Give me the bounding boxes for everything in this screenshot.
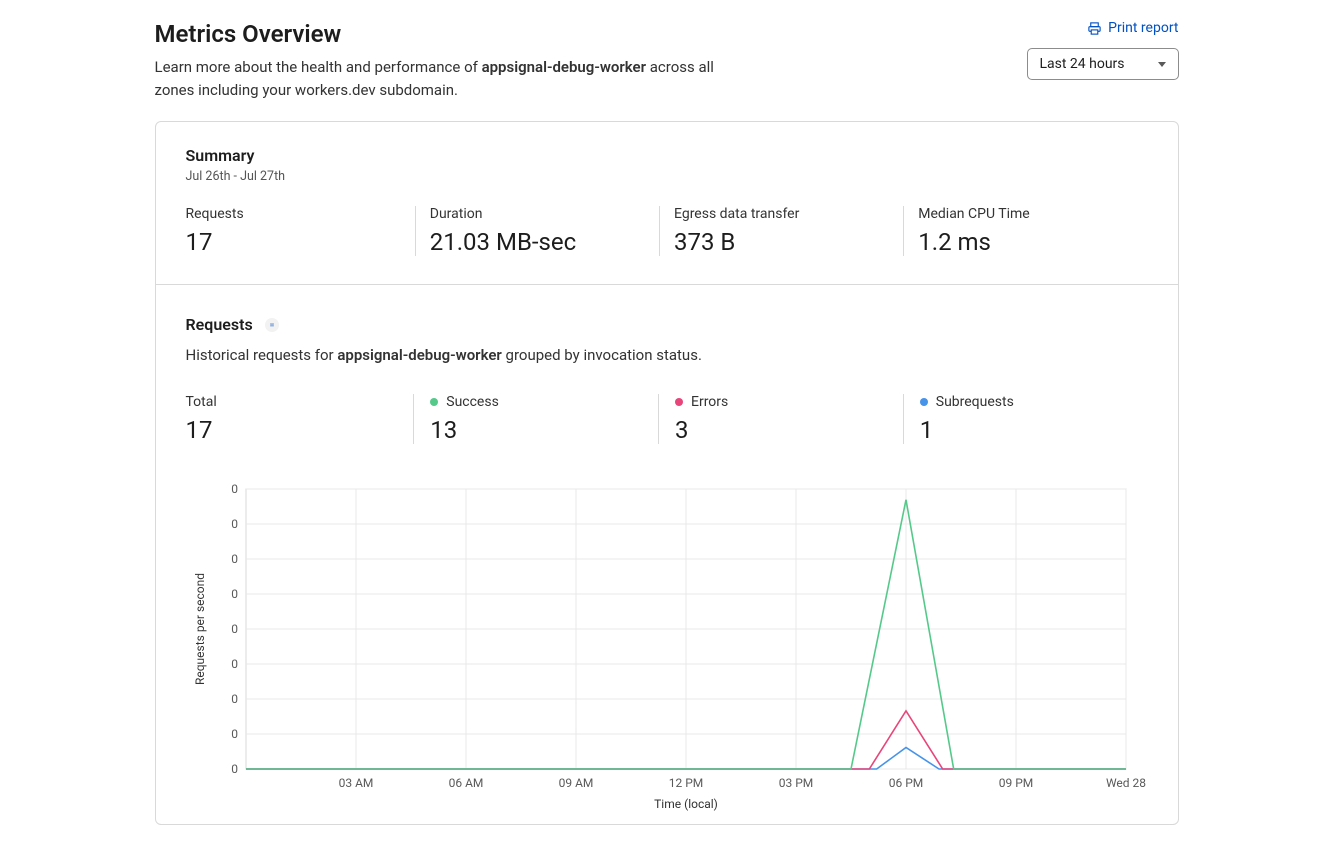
svg-text:0: 0 (231, 552, 238, 566)
svg-text:0: 0 (231, 692, 238, 706)
stat-value: 17 (186, 228, 401, 256)
stat-label: Requests (186, 206, 401, 222)
svg-text:06 AM: 06 AM (448, 776, 483, 790)
stat-value: 21.03 MB-sec (430, 228, 645, 256)
svg-text:0: 0 (231, 587, 238, 601)
requests-description: Historical requests for appsignal-debug-… (186, 346, 1148, 364)
stat-label: Total (186, 394, 217, 410)
requests-chart: 0 0 0 0 0 0 0 0 0 03 AM 06 AM 09 AM 12 PM 03 PM 06 PM 0… (186, 484, 1148, 814)
svg-text:0: 0 (231, 657, 238, 671)
print-icon (1087, 21, 1102, 36)
svg-text:0: 0 (231, 484, 238, 496)
subtitle-prefix: Learn more about the health and performa… (155, 58, 482, 76)
svg-text:12 PM: 12 PM (668, 776, 703, 790)
stat-total: Total 17 (186, 394, 415, 444)
timerange-dropdown[interactable]: Last 24 hours (1027, 48, 1179, 80)
summary-section: Summary Jul 26th - Jul 27th Requests 17 … (156, 122, 1178, 285)
stat-label: Egress data transfer (674, 206, 889, 222)
stat-success: Success 13 (414, 394, 659, 444)
svg-text:0: 0 (231, 622, 238, 636)
stat-duration: Duration 21.03 MB-sec (415, 206, 659, 256)
svg-text:0: 0 (231, 727, 238, 741)
stat-requests: Requests 17 (186, 206, 415, 256)
svg-text:03 PM: 03 PM (778, 776, 813, 790)
stat-value: 373 B (674, 228, 889, 256)
summary-title: Summary (186, 146, 1148, 165)
requests-title: Requests (186, 315, 253, 334)
svg-text:09 AM: 09 AM (558, 776, 593, 790)
stat-label: Errors (691, 394, 728, 410)
svg-text:Wed 28: Wed 28 (1105, 776, 1145, 790)
stat-value: 1.2 ms (918, 228, 1133, 256)
svg-text:0: 0 (231, 762, 238, 776)
stat-egress: Egress data transfer 373 B (659, 206, 903, 256)
desc-prefix: Historical requests for (186, 346, 338, 364)
worker-name: appsignal-debug-worker (337, 346, 501, 364)
summary-date-range: Jul 26th - Jul 27th (186, 169, 1148, 184)
stat-value: 3 (675, 416, 887, 444)
print-report-link[interactable]: Print report (1087, 20, 1178, 36)
stat-value: 17 (186, 416, 398, 444)
chevron-down-icon (1158, 62, 1166, 67)
legend-dot-success (430, 398, 438, 406)
stat-subrequests: Subrequests 1 (904, 394, 1148, 444)
desc-suffix: grouped by invocation status. (502, 346, 702, 364)
svg-text:0: 0 (231, 517, 238, 531)
stat-label: Median CPU Time (918, 206, 1133, 222)
svg-text:09 PM: 09 PM (998, 776, 1033, 790)
stat-label: Subrequests (936, 394, 1014, 410)
svg-text:Requests per second: Requests per second (193, 573, 207, 685)
stat-label: Success (446, 394, 499, 410)
stat-label: Duration (430, 206, 645, 222)
metrics-panel: Summary Jul 26th - Jul 27th Requests 17 … (155, 121, 1179, 825)
page-title: Metrics Overview (155, 20, 755, 48)
legend-dot-subrequests (920, 398, 928, 406)
svg-text:06 PM: 06 PM (888, 776, 923, 790)
svg-text:Time (local): Time (local) (654, 797, 718, 811)
worker-name: appsignal-debug-worker (482, 58, 646, 76)
docs-icon[interactable] (265, 318, 279, 332)
stat-value: 1 (920, 416, 1132, 444)
timerange-selected: Last 24 hours (1040, 56, 1125, 72)
legend-dot-errors (675, 398, 683, 406)
print-report-label: Print report (1108, 20, 1178, 36)
stat-value: 13 (430, 416, 642, 444)
svg-text:03 AM: 03 AM (338, 776, 373, 790)
stat-errors: Errors 3 (659, 394, 904, 444)
line-chart-svg: 0 0 0 0 0 0 0 0 0 03 AM 06 AM 09 AM 12 PM 03 PM 06 PM 0… (186, 484, 1146, 814)
page-subtitle: Learn more about the health and performa… (155, 56, 755, 101)
stat-cpu: Median CPU Time 1.2 ms (903, 206, 1147, 256)
requests-section: Requests Historical requests for appsign… (156, 285, 1178, 824)
